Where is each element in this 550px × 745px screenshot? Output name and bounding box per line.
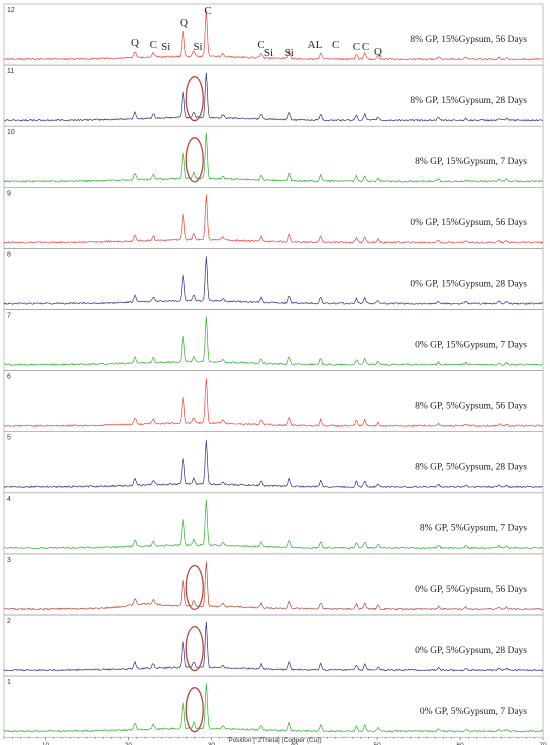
series-label: 8% GP, 5%Gypsum, 7 Days xyxy=(420,524,527,534)
xrd-panel: 10 8% GP, 15%Gypsum, 7 Days xyxy=(3,125,544,188)
x-tick-label: 10 xyxy=(42,742,50,745)
panel-number: 7 xyxy=(7,313,11,320)
series-line xyxy=(3,316,544,366)
peak-label: Si xyxy=(264,47,273,59)
panel-number: 4 xyxy=(7,496,11,503)
series-label: 8% GP, 5%Gypsum, 28 Days xyxy=(415,463,527,473)
x-tick-label: 20 xyxy=(125,742,133,745)
peak-label: Q xyxy=(131,37,139,49)
xrd-panel: 3 0% GP, 5%Gypsum, 56 Days xyxy=(3,553,544,616)
x-tick-label: 70 xyxy=(539,742,547,745)
panel-number: 10 xyxy=(7,129,15,136)
series-line xyxy=(3,10,544,61)
highlight-circle xyxy=(185,76,204,122)
panel-frame xyxy=(3,675,544,738)
series-label: 0% GP, 15%Gypsum, 28 Days xyxy=(410,279,527,289)
xrd-panel: 12 8% GP, 15%Gypsum, 56 Days xyxy=(3,3,544,66)
peak-label: Si xyxy=(161,41,170,53)
xrd-panel: 8 0% GP, 15%Gypsum, 28 Days xyxy=(3,248,544,310)
series-label: 8% GP, 15%Gypsum, 56 Days xyxy=(410,35,527,45)
series-label: 0% GP, 5%Gypsum, 7 Days xyxy=(420,707,527,717)
peak-label: Q xyxy=(374,46,382,58)
x-tick-label: 60 xyxy=(456,742,464,745)
panel-number: 5 xyxy=(7,435,11,442)
series-line xyxy=(3,377,544,427)
series-line xyxy=(3,132,544,183)
series-label: 8% GP, 15%Gypsum, 7 Days xyxy=(415,157,527,167)
xrd-panel: 9 0% GP, 15%Gypsum, 56 Days xyxy=(3,187,544,249)
panel-number: 8 xyxy=(7,251,11,258)
x-tick-label: 30 xyxy=(208,742,216,745)
peak-label: Si xyxy=(285,47,294,59)
series-label: 0% GP, 5%Gypsum, 56 Days xyxy=(415,585,527,595)
peak-label: C xyxy=(362,41,369,53)
series-line xyxy=(3,72,544,122)
series-line xyxy=(3,499,544,550)
panel-number: 1 xyxy=(7,679,11,686)
xrd-panel: 4 8% GP, 5%Gypsum, 7 Days xyxy=(3,492,544,555)
panel-number: 11 xyxy=(7,68,14,75)
panel-number: 2 xyxy=(7,618,11,625)
peak-label: Si xyxy=(193,41,202,53)
series-label: 8% GP, 15%Gypsum, 28 Days xyxy=(410,96,527,106)
peak-label: C xyxy=(353,41,360,53)
panel-number: 3 xyxy=(7,557,11,564)
series-label: 0% GP, 5%Gypsum, 28 Days xyxy=(415,646,527,656)
series-line xyxy=(3,621,544,672)
x-axis: Position [°2Theta] (Copper (Cu)) 10 20 30 4… xyxy=(3,736,547,745)
series-line xyxy=(3,683,544,733)
peak-label: AL xyxy=(308,39,323,51)
series-label: 0% GP, 15%Gypsum, 56 Days xyxy=(410,218,527,228)
series-line xyxy=(3,256,544,305)
peak-label: C xyxy=(332,39,339,51)
xrd-panel: 5 8% GP, 5%Gypsum, 28 Days xyxy=(3,431,544,494)
highlight-circle xyxy=(185,564,204,611)
series-line xyxy=(3,194,544,244)
xrd-panel: 6 8% GP, 5%Gypsum, 56 Days xyxy=(3,370,544,433)
xrd-panel: 2 0% GP, 5%Gypsum, 28 Days xyxy=(3,614,544,677)
series-line xyxy=(3,439,544,488)
x-tick-label: 50 xyxy=(374,742,382,745)
peak-label: C xyxy=(204,5,211,17)
highlight-circle xyxy=(185,137,204,183)
peak-label: C xyxy=(257,39,264,51)
series-line xyxy=(3,561,544,611)
highlight-circle xyxy=(185,687,204,733)
peak-label: Q xyxy=(180,17,188,29)
x-axis-title: Position [°2Theta] (Copper (Cu)) xyxy=(228,736,321,744)
series-label: 8% GP, 5%Gypsum, 56 Days xyxy=(415,401,527,411)
x-tick-label: 40 xyxy=(291,742,299,745)
highlight-circle xyxy=(185,625,204,672)
xrd-panel: 1 0% GP, 5%Gypsum, 7 Days xyxy=(3,675,544,738)
xrd-panel: 11 8% GP, 15%Gypsum, 28 Days xyxy=(3,64,544,127)
panel-number: 9 xyxy=(7,190,11,197)
peak-label: C xyxy=(150,39,157,51)
panel-number: 6 xyxy=(7,374,11,381)
xrd-panel: 7 0% GP, 15%Gypsum, 7 Days xyxy=(3,309,544,371)
panel-number: 12 xyxy=(7,7,15,14)
series-label: 0% GP, 15%Gypsum, 7 Days xyxy=(415,340,527,350)
